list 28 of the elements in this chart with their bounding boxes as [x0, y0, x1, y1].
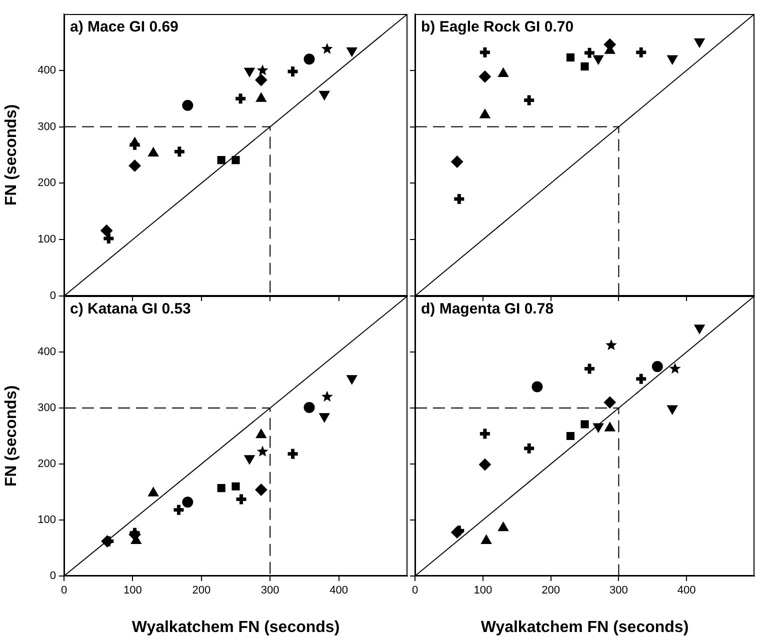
- chart-title: c) Katana GI 0.53: [70, 300, 191, 318]
- x-tick-label: 300: [260, 584, 280, 597]
- x-axis-title: Wyalkatchem FN (seconds): [132, 618, 340, 636]
- x-tick-label: 200: [192, 584, 211, 597]
- y-tick-label: 300: [38, 120, 56, 133]
- chart-title: b) Eagle Rock GI 0.70: [421, 18, 574, 36]
- x-tick-label: 0: [60, 584, 68, 597]
- y-tick-label: 100: [38, 234, 56, 246]
- x-tick-label: 400: [677, 584, 696, 597]
- x-tick-label: 200: [542, 584, 560, 597]
- y-tick-label: 400: [38, 64, 56, 76]
- x-tick-label: 300: [610, 584, 628, 597]
- y-axis-title: FN (seconds): [3, 385, 20, 487]
- x-tick-label: 0: [412, 584, 418, 597]
- chart-title: d) Magenta GI 0.78: [421, 300, 554, 318]
- x-axis-title: Wyalkatchem FN (seconds): [480, 618, 689, 636]
- y-tick-label: 400: [38, 346, 56, 358]
- y-tick-label: 200: [38, 458, 56, 470]
- x-tick-label: 100: [474, 584, 492, 597]
- y-tick-label: 0: [50, 570, 56, 582]
- x-tick-label: 100: [124, 584, 142, 597]
- x-tick-label: 400: [330, 584, 348, 597]
- y-tick-label: 200: [38, 177, 56, 190]
- y-axis-title: FN (seconds): [3, 104, 20, 206]
- y-tick-label: 0: [50, 290, 56, 302]
- y-tick-label: 300: [38, 402, 56, 414]
- chart-title: a) Mace GI 0.69: [70, 18, 178, 36]
- y-tick-label: 100: [38, 514, 56, 526]
